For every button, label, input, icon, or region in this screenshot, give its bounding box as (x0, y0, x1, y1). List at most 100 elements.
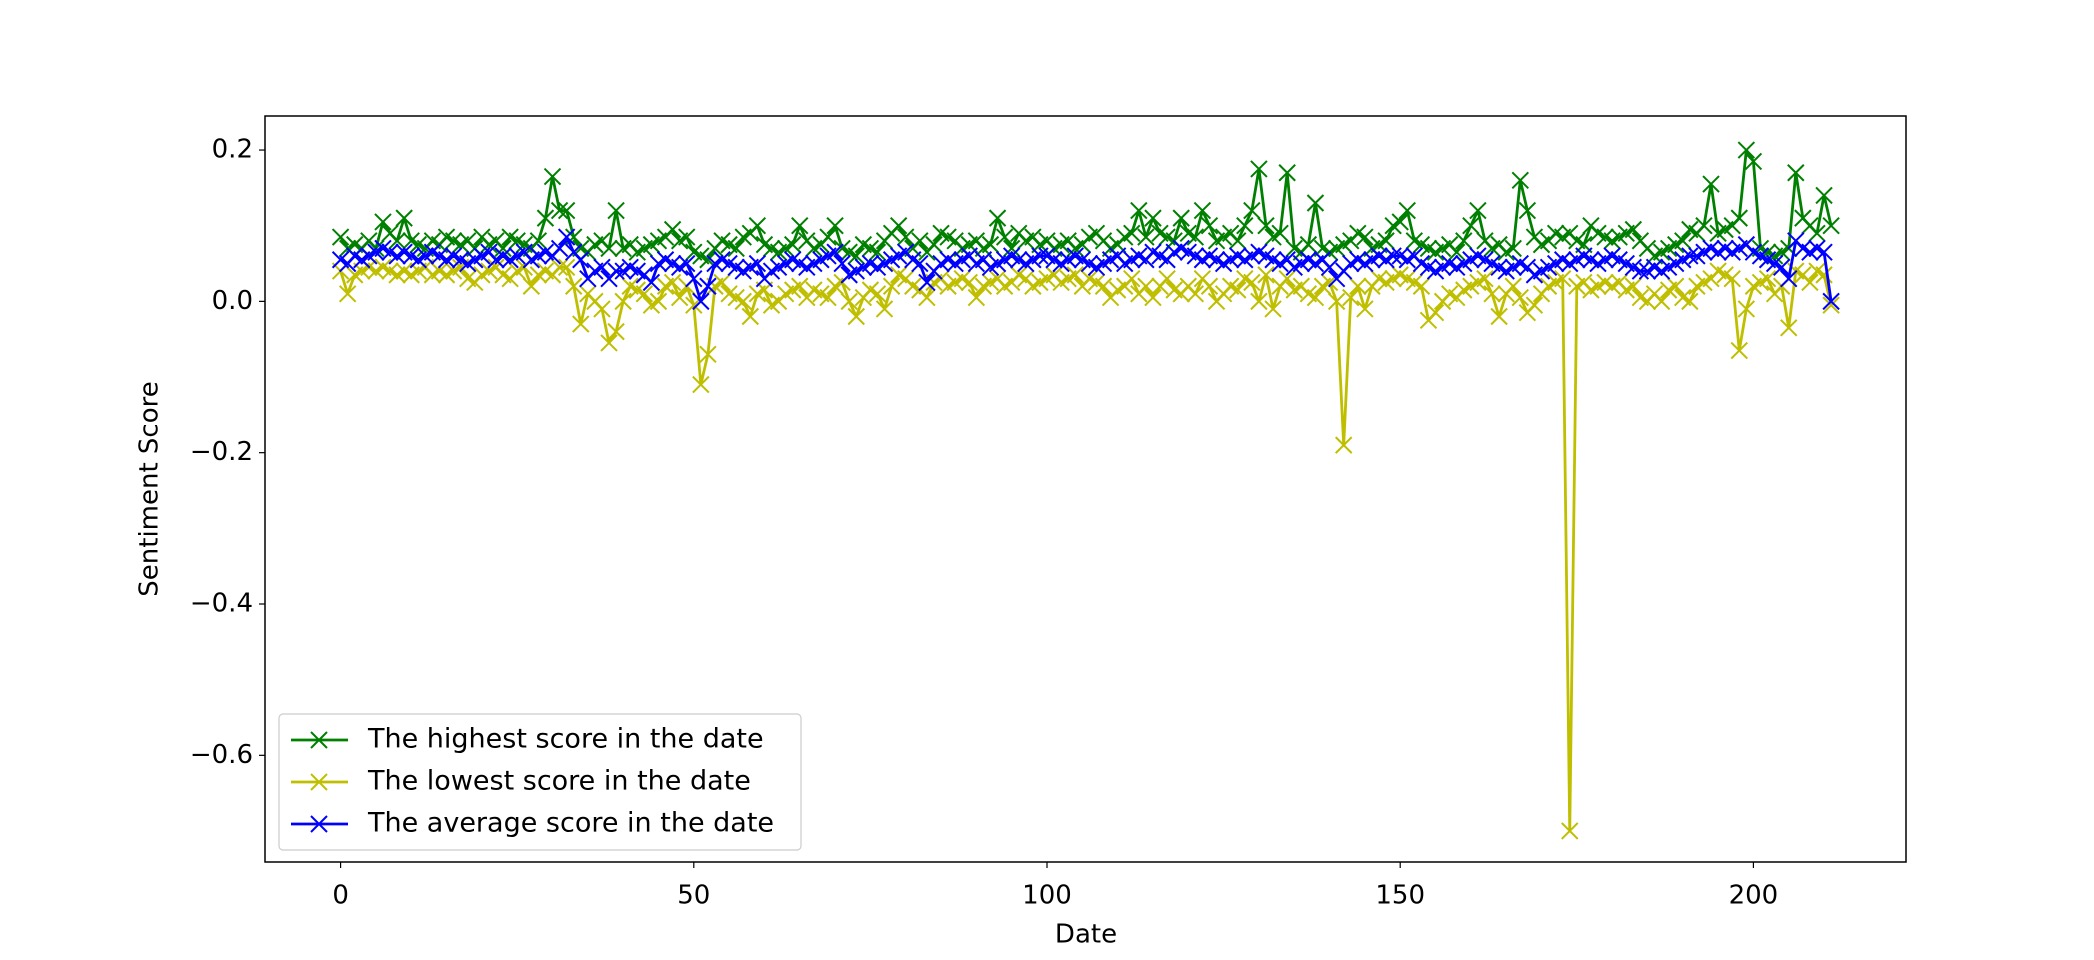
marker (1808, 224, 1826, 242)
marker (663, 273, 682, 292)
marker (1144, 288, 1162, 307)
marker (1356, 300, 1374, 318)
marker (847, 307, 865, 326)
marker (1200, 277, 1219, 295)
y-tick-label: 0.2 (212, 135, 253, 165)
marker (670, 288, 689, 307)
marker (1518, 201, 1537, 220)
marker (1412, 277, 1431, 295)
marker (1744, 152, 1763, 171)
marker (741, 307, 760, 326)
marker (699, 345, 717, 364)
marker (1815, 243, 1833, 261)
marker (918, 273, 936, 292)
marker (1730, 341, 1748, 360)
marker (1257, 216, 1275, 235)
marker (713, 273, 731, 292)
y-tick-label: −0.6 (190, 740, 253, 770)
marker (1384, 247, 1402, 265)
marker (1426, 304, 1445, 322)
marker (981, 235, 1000, 254)
marker (791, 277, 809, 295)
marker (543, 167, 562, 186)
marker (642, 273, 661, 292)
marker (1349, 277, 1367, 295)
marker (1511, 288, 1530, 307)
marker (1652, 292, 1671, 311)
marker (1342, 288, 1360, 307)
marker (1737, 141, 1756, 159)
marker (1737, 300, 1756, 318)
marker (678, 228, 696, 246)
legend-label: The average score in the date (367, 808, 774, 839)
marker (1822, 292, 1840, 311)
marker (1123, 224, 1141, 242)
marker (692, 292, 710, 311)
marker (1695, 216, 1713, 235)
marker (1123, 269, 1141, 288)
marker (840, 292, 858, 311)
marker (529, 232, 548, 250)
marker (1469, 201, 1487, 220)
legend-label: The lowest score in the date (367, 766, 751, 797)
marker (1455, 232, 1473, 250)
legend-marker (310, 815, 328, 833)
marker (1137, 228, 1155, 246)
marker (1002, 239, 1021, 258)
marker (1257, 266, 1275, 284)
marker (1490, 307, 1508, 326)
marker (748, 216, 767, 235)
marker (600, 334, 618, 352)
marker (1377, 232, 1395, 250)
marker (1278, 269, 1296, 288)
marker (1702, 175, 1720, 193)
marker (1066, 266, 1084, 284)
marker (1158, 269, 1176, 288)
marker (374, 213, 392, 231)
marker (1674, 232, 1692, 250)
marker (897, 228, 915, 246)
marker (550, 258, 569, 277)
marker (564, 277, 583, 295)
marker (593, 258, 611, 277)
marker (614, 292, 632, 311)
marker (1780, 269, 1798, 288)
marker (1391, 213, 1409, 231)
marker (1250, 292, 1268, 311)
marker (1448, 243, 1466, 261)
marker (1306, 288, 1325, 307)
marker (1186, 228, 1205, 246)
marker (1398, 201, 1416, 220)
marker (783, 235, 802, 254)
marker (557, 258, 576, 277)
y-tick-label: −0.2 (190, 437, 253, 467)
marker (868, 243, 887, 261)
marker (1801, 273, 1819, 292)
marker (699, 277, 717, 295)
x-tick-label: 100 (1022, 881, 1072, 911)
marker (1723, 269, 1741, 288)
marker (1681, 292, 1699, 311)
marker (1624, 277, 1643, 295)
marker (649, 292, 668, 311)
marker (1271, 224, 1289, 242)
marker (572, 315, 590, 333)
marker (1299, 235, 1318, 254)
marker (1137, 277, 1155, 295)
marker (685, 269, 703, 288)
marker (550, 239, 569, 258)
marker (1822, 296, 1840, 314)
marker (536, 209, 555, 227)
marker (607, 322, 625, 341)
marker (988, 209, 1007, 227)
marker (593, 300, 611, 318)
marker (1681, 247, 1699, 265)
marker (1787, 164, 1805, 182)
marker (395, 209, 413, 227)
marker (607, 262, 625, 280)
legend-marker (310, 773, 328, 791)
marker (826, 243, 844, 261)
marker (1144, 209, 1162, 227)
marker (1561, 822, 1579, 840)
marker (1334, 436, 1353, 454)
